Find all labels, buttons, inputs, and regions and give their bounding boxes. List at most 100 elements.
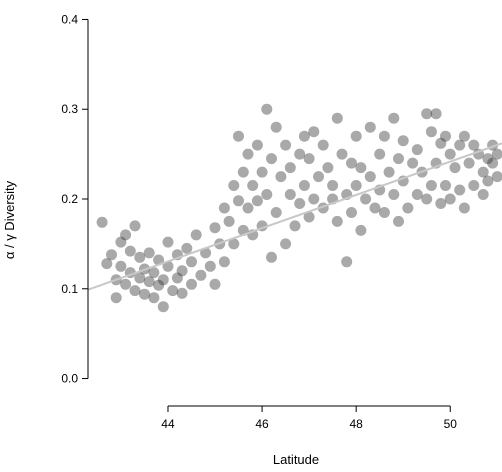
data-point [374, 148, 386, 160]
data-point [440, 130, 451, 142]
data-point [298, 180, 310, 191]
data-point [143, 247, 155, 259]
data-point [407, 157, 419, 169]
data-point [360, 193, 372, 205]
data-point [421, 193, 433, 205]
data-point [190, 229, 202, 241]
y-tick-label: 0.2 [61, 192, 78, 206]
data-point [251, 195, 263, 207]
data-point [308, 126, 320, 138]
data-point [251, 139, 263, 151]
data-point [444, 193, 456, 205]
data-point [157, 274, 169, 286]
data-point [468, 180, 480, 191]
x-axis-title: Latitude [273, 452, 319, 467]
data-point [270, 207, 282, 218]
data-point [435, 198, 447, 209]
x-tick-label: 48 [349, 417, 363, 431]
data-point [294, 148, 306, 160]
data-point [266, 153, 277, 165]
data-point [176, 265, 188, 277]
data-point [96, 216, 108, 228]
data-point [402, 202, 414, 214]
data-point [341, 256, 353, 268]
data-point [378, 207, 390, 218]
data-point [482, 153, 494, 165]
data-point [242, 148, 254, 160]
data-point [218, 202, 230, 214]
data-point [209, 222, 221, 234]
data-point [378, 130, 390, 142]
data-point [162, 260, 174, 272]
data-point [317, 139, 329, 151]
data-point [280, 139, 292, 151]
data-point [284, 189, 296, 200]
data-point [266, 251, 277, 263]
x-tick-label: 46 [255, 417, 269, 431]
data-point [148, 292, 160, 304]
data-point [129, 220, 141, 232]
data-point [106, 249, 117, 261]
y-tick-label: 0.4 [61, 12, 78, 26]
data-point [449, 162, 461, 174]
data-point [134, 272, 146, 284]
data-point [350, 130, 362, 142]
data-point [411, 144, 423, 156]
data-point [435, 137, 447, 149]
data-point [355, 162, 367, 174]
data-point [388, 189, 400, 200]
data-point [186, 256, 197, 268]
data-point [171, 272, 183, 284]
data-point [298, 130, 310, 142]
data-point [204, 260, 216, 272]
data-point [487, 157, 499, 169]
data-point [491, 171, 502, 183]
data-point [148, 267, 160, 279]
data-point [331, 215, 343, 227]
data-point [223, 215, 235, 227]
data-point [388, 112, 400, 124]
data-point [181, 242, 193, 254]
y-axis-title: α / γ Diversity [2, 180, 17, 259]
data-point [275, 171, 287, 183]
data-point [308, 193, 320, 205]
data-point [289, 220, 301, 232]
data-point [425, 126, 437, 138]
y-tick-label: 0.0 [61, 372, 78, 386]
trend-line [87, 142, 502, 291]
data-point [228, 180, 240, 191]
data-point [129, 285, 141, 297]
data-point [115, 260, 127, 272]
data-point [331, 112, 343, 124]
data-point [346, 207, 357, 218]
data-point [393, 153, 404, 165]
data-point [421, 108, 433, 120]
data-point [120, 278, 132, 290]
data-point [294, 198, 306, 209]
data-point [393, 215, 404, 227]
data-point [153, 279, 165, 291]
x-tick-label: 50 [444, 417, 458, 431]
data-point [336, 148, 348, 160]
data-point [233, 130, 244, 142]
data-point [411, 189, 423, 200]
data-point [284, 162, 296, 174]
data-point [454, 139, 466, 151]
data-point [280, 238, 292, 250]
data-point [397, 135, 409, 147]
data-point [458, 130, 470, 142]
data-point [233, 195, 244, 207]
data-point [440, 180, 451, 191]
x-tick-label: 44 [161, 417, 175, 431]
data-point [157, 301, 169, 313]
y-tick-label: 0.1 [61, 282, 78, 296]
data-point [303, 211, 315, 223]
data-point [200, 247, 212, 259]
data-point [482, 175, 494, 187]
data-point [303, 153, 315, 165]
data-point [176, 287, 188, 299]
data-point [228, 238, 240, 250]
data-point [237, 166, 249, 178]
data-point [430, 108, 442, 120]
data-point [463, 157, 475, 169]
